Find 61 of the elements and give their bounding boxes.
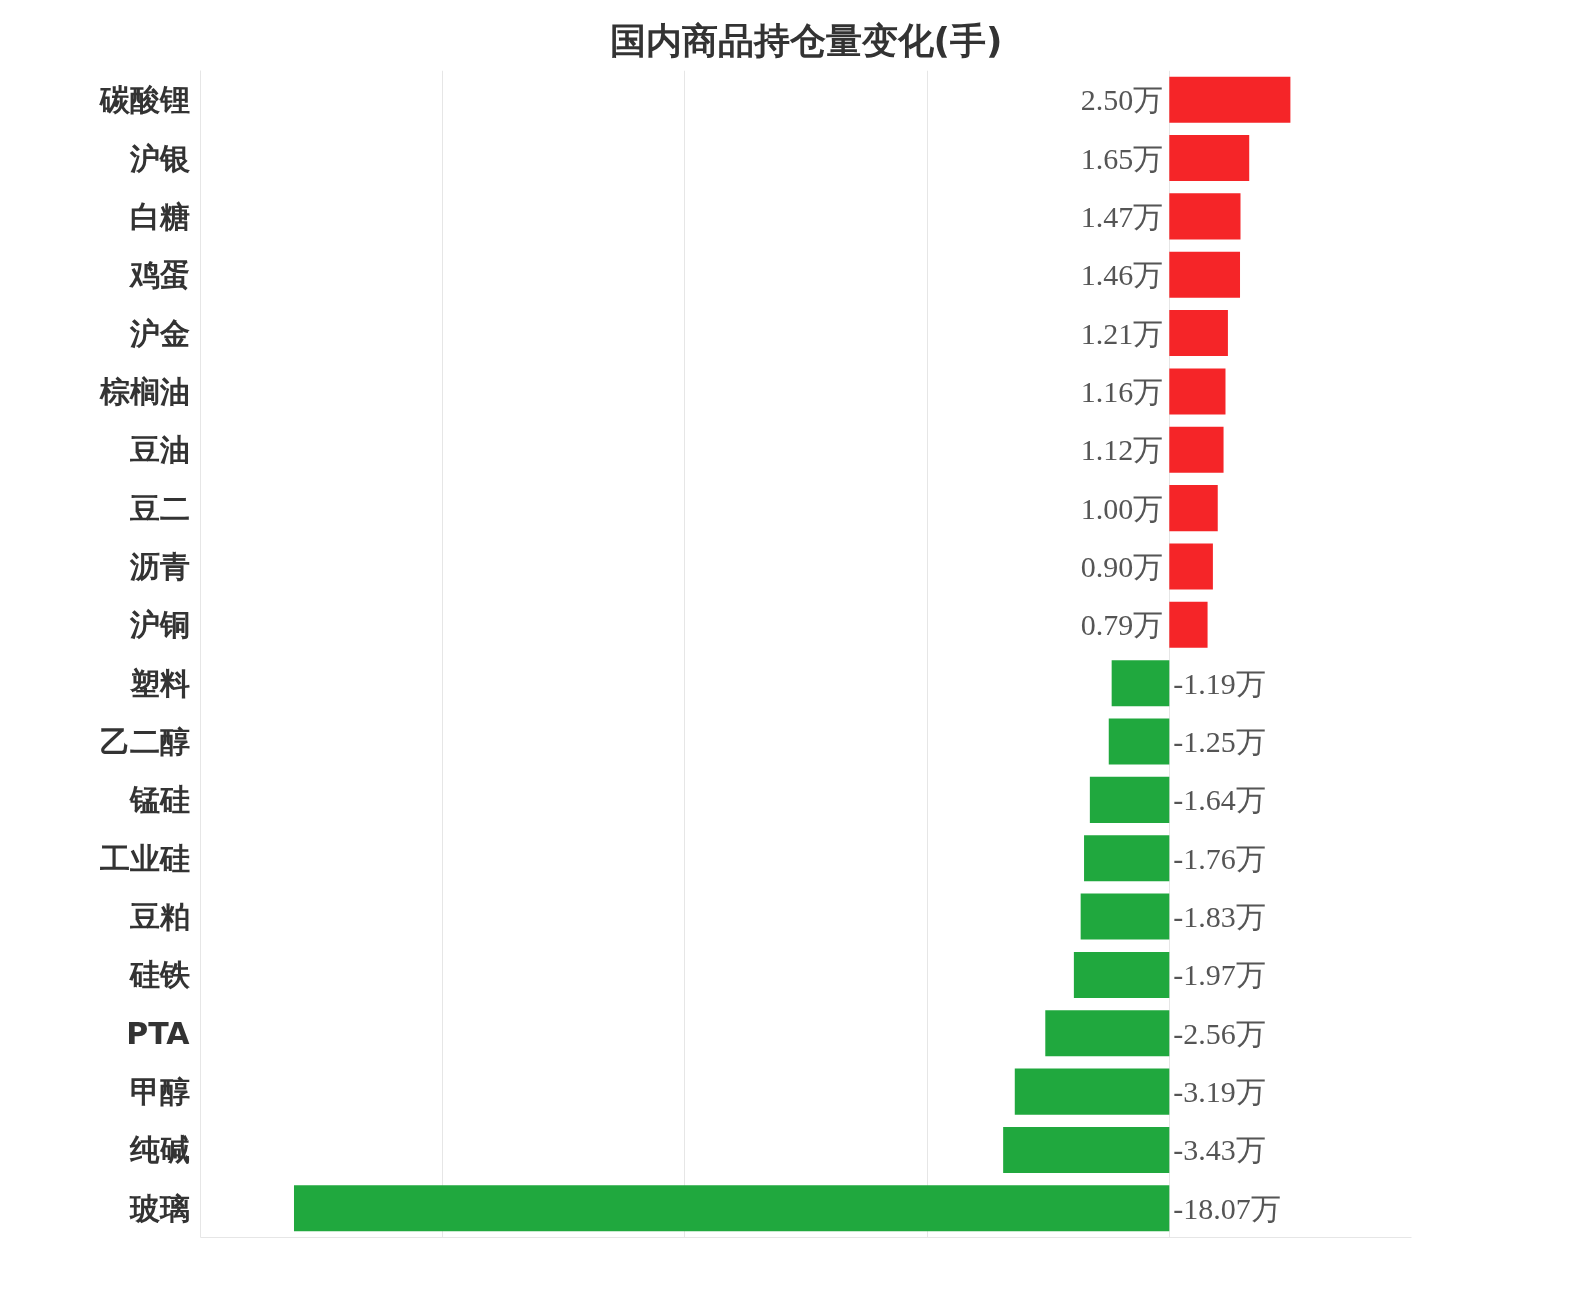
bar [1169,134,1250,182]
bar [1073,951,1170,998]
bar [1169,426,1224,473]
data-label: 2.50万 [1080,83,1164,117]
data-label: 0.90万 [1080,549,1164,583]
data-label: 0.79万 [1080,608,1164,642]
y-tick-label: 硅铁 [128,957,190,993]
data-label: -1.97万 [1173,958,1266,992]
y-tick-label: 玻璃 [128,1190,190,1226]
bar [1111,660,1170,707]
bar [1084,835,1170,882]
bar [1045,1010,1170,1057]
data-label: 1.16万 [1080,374,1164,408]
data-label: 1.00万 [1080,491,1164,525]
bar [1014,1068,1170,1115]
y-tick-label: 塑料 [128,665,190,701]
data-label: -2.56万 [1173,1016,1266,1050]
y-tick-label: 沥青 [128,548,190,584]
bar [293,1185,1170,1232]
bar [1169,310,1228,357]
y-tick-label: 豆油 [128,432,190,468]
bar [1169,485,1218,532]
y-tick-label: 沪银 [128,140,190,176]
y-tick-label: PTA [126,1015,191,1051]
data-label: -3.19万 [1173,1075,1266,1109]
y-tick-label: 鸡蛋 [127,257,190,293]
data-label: 1.47万 [1080,199,1164,233]
y-tick-label: 棕榈油 [98,373,190,409]
y-tick-label: 乙二醇 [99,724,190,760]
y-tick-label: 白糖 [129,198,190,234]
bar [1089,776,1170,823]
y-tick-label: 沪金 [128,315,190,351]
bar [1169,601,1208,648]
data-label: 1.46万 [1080,258,1164,292]
bar [1169,193,1241,240]
bar [1169,368,1226,415]
data-label: -3.43万 [1173,1133,1266,1167]
data-label: 1.65万 [1080,141,1164,175]
y-tick-label: 沪铜 [128,607,190,643]
y-tick-label: 锰硅 [128,782,190,818]
bar [1169,251,1241,298]
y-tick-label: 豆粕 [128,899,190,935]
y-tick-label: 工业硅 [98,840,190,876]
bar [1169,543,1213,590]
y-tick-label: 碳酸锂 [98,82,190,118]
data-label: -1.64万 [1173,783,1266,817]
data-label: -1.19万 [1173,666,1266,700]
data-label: 1.12万 [1080,433,1164,467]
data-label: -1.83万 [1173,900,1266,934]
chart-title: 国内商品持仓量变化(手) [609,19,1003,61]
y-tick-label: 纯碱 [128,1132,190,1168]
bar [1080,893,1170,940]
data-label: 1.21万 [1080,316,1164,350]
data-label: -18.07万 [1173,1191,1281,1225]
data-label: -1.76万 [1173,841,1266,875]
bar [1108,718,1170,765]
bar [1003,1126,1170,1174]
y-tick-label: 豆二 [128,490,190,526]
y-tick-label: 甲醇 [129,1074,190,1110]
bar [1169,76,1291,123]
data-label: -1.25万 [1173,725,1266,759]
